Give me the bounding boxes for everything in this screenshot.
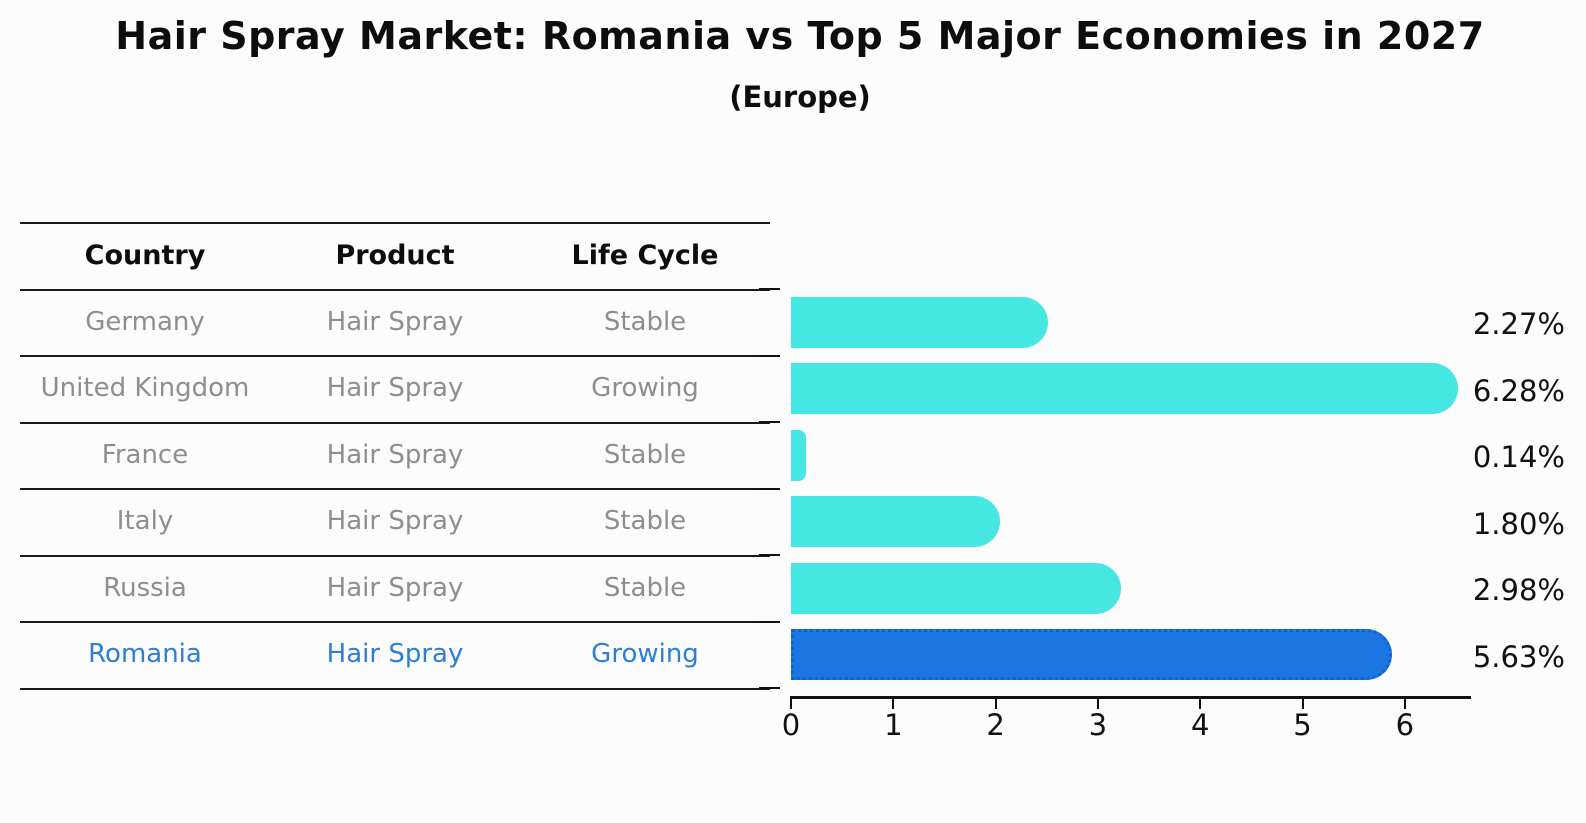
bar-france	[791, 429, 807, 481]
table-divider	[20, 422, 770, 424]
x-axis-line	[790, 696, 1471, 699]
table-row-italy: Italy Hair Spray Stable	[0, 488, 770, 554]
x-axis-tick-label: 0	[781, 708, 801, 742]
y-axis-tick	[759, 554, 780, 556]
cell-life-cycle: Stable	[603, 307, 687, 337]
cell-country: Germany	[85, 307, 205, 337]
cell-product: Hair Spray	[326, 440, 464, 470]
table-divider	[20, 222, 770, 224]
y-axis-tick	[759, 687, 780, 689]
x-axis-tick-label: 3	[1088, 708, 1108, 742]
value-label-france: 0.14%	[1472, 440, 1565, 475]
y-axis-tick	[759, 620, 780, 623]
table-divider	[20, 621, 770, 623]
table-row-united-kingdom: United Kingdom Hair Spray Growing	[0, 355, 770, 421]
cell-country: Russia	[103, 573, 187, 603]
x-axis-tick-label: 4	[1190, 708, 1210, 742]
y-axis-tick	[759, 354, 780, 357]
y-axis-tick	[759, 288, 780, 290]
value-label-romania: 5.63%	[1472, 639, 1565, 674]
x-axis-tick-label: 1	[884, 708, 903, 742]
table-header-row: Country Product Life Cycle	[0, 223, 770, 289]
table-row-france: France Hair Spray Stable	[0, 422, 770, 488]
value-label-germany: 2.27%	[1472, 307, 1565, 342]
cell-country: Italy	[116, 506, 174, 536]
table-row-germany: Germany Hair Spray Stable	[0, 289, 770, 355]
table-row-romania: Romania Hair Spray Growing	[0, 621, 770, 687]
x-axis-tick	[1199, 698, 1202, 709]
x-axis-tick	[892, 698, 895, 709]
cell-product: Hair Spray	[326, 639, 464, 669]
table-divider	[20, 355, 770, 357]
x-axis-tick-label: 5	[1293, 708, 1312, 742]
cell-product: Hair Spray	[326, 307, 464, 337]
cell-product: Hair Spray	[326, 573, 464, 603]
cell-product: Hair Spray	[326, 506, 464, 536]
bar-romania	[791, 629, 1392, 681]
x-axis-tick-label: 6	[1395, 708, 1415, 742]
table-divider	[20, 289, 770, 291]
value-label-united-kingdom: 6.28%	[1472, 373, 1565, 408]
table-row-russia: Russia Hair Spray Stable	[0, 555, 770, 621]
x-axis-tick	[1096, 698, 1099, 709]
cell-life-cycle: Stable	[603, 573, 687, 603]
x-axis-tick-label: 2	[986, 708, 1005, 742]
table-divider	[20, 688, 770, 690]
value-label-russia: 2.98%	[1472, 573, 1565, 608]
chart-subtitle: (Europe)	[729, 80, 871, 114]
bar-germany	[791, 296, 1049, 348]
x-axis-tick	[994, 698, 997, 709]
chart-title: Hair Spray Market: Romania vs Top 5 Majo…	[115, 14, 1485, 58]
cell-country: France	[101, 440, 189, 470]
x-axis-tick	[1403, 698, 1406, 709]
x-axis-tick	[790, 698, 792, 709]
value-label-italy: 1.80%	[1472, 506, 1565, 541]
x-axis-tick	[1301, 698, 1304, 709]
bar-united-kingdom	[791, 363, 1459, 415]
bar-russia	[791, 562, 1121, 614]
y-axis-tick	[759, 487, 780, 490]
table-divider	[20, 555, 770, 557]
column-header-life-cycle: Life Cycle	[571, 240, 719, 271]
cell-country: United Kingdom	[40, 373, 250, 403]
table-divider	[20, 488, 770, 490]
cell-life-cycle: Growing	[591, 639, 699, 669]
cell-life-cycle: Stable	[603, 440, 687, 470]
cell-product: Hair Spray	[326, 373, 464, 403]
column-header-product: Product	[335, 240, 455, 271]
cell-life-cycle: Stable	[603, 506, 687, 536]
y-axis-tick	[759, 421, 780, 423]
cell-country: Romania	[88, 639, 202, 669]
column-header-country: Country	[84, 240, 206, 271]
bar-italy	[791, 496, 1001, 548]
cell-life-cycle: Growing	[591, 373, 699, 403]
